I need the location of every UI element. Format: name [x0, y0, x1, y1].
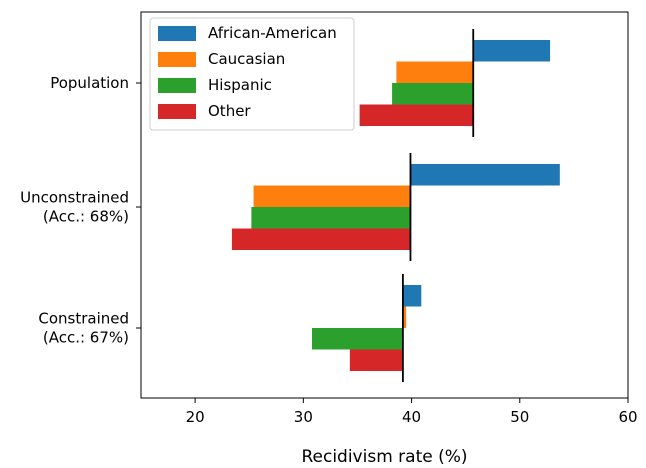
- x-axis-title: Recidivism rate (%): [301, 447, 467, 467]
- bar-2-african-american: [410, 164, 560, 186]
- baselines-layer: [401, 29, 475, 382]
- y-axis-ticks: Population Unconstrained (Acc.: 68%) Constr…: [20, 74, 141, 347]
- bar-1-caucasian: [396, 61, 474, 83]
- legend-label: Other: [208, 102, 251, 120]
- legend-swatch: [158, 104, 196, 119]
- bar-3-caucasian: [402, 306, 407, 328]
- bar-1-african-american: [473, 40, 551, 62]
- plot-frame: [140, 11, 629, 399]
- legend-label: African-American: [208, 24, 337, 42]
- bar-1-hispanic: [392, 83, 474, 105]
- x-tick-label: 50: [510, 408, 529, 426]
- x-tick-label: 20: [186, 408, 205, 426]
- legend: African-American Caucasian Hispanic Other: [149, 17, 355, 131]
- legend-label: Caucasian: [208, 50, 285, 68]
- bar-3-hispanic: [311, 328, 403, 350]
- x-tick-label: 30: [294, 408, 313, 426]
- legend-swatch: [158, 52, 196, 67]
- x-tick-label: 40: [402, 408, 421, 426]
- bar-2-hispanic: [251, 207, 411, 229]
- x-tick-label: 60: [618, 408, 637, 426]
- legend-swatch: [158, 78, 196, 93]
- bar-3-other: [349, 349, 403, 371]
- bar-2-other: [231, 228, 411, 250]
- y-tick-label: Unconstrained (Acc.: 68%): [20, 189, 129, 226]
- legend-swatch: [158, 26, 196, 41]
- bar-2-caucasian: [253, 185, 411, 207]
- x-axis-ticks: 20 30 40 50 60: [186, 398, 638, 426]
- legend-label: Hispanic: [208, 76, 272, 94]
- bar-1-other: [359, 104, 474, 126]
- legend-box: [149, 17, 355, 131]
- y-tick-label: Constrained (Acc.: 67%): [38, 310, 129, 347]
- bars-layer: [231, 40, 560, 371]
- y-tick-label: Population: [50, 74, 129, 92]
- bar-3-african-american: [402, 285, 422, 307]
